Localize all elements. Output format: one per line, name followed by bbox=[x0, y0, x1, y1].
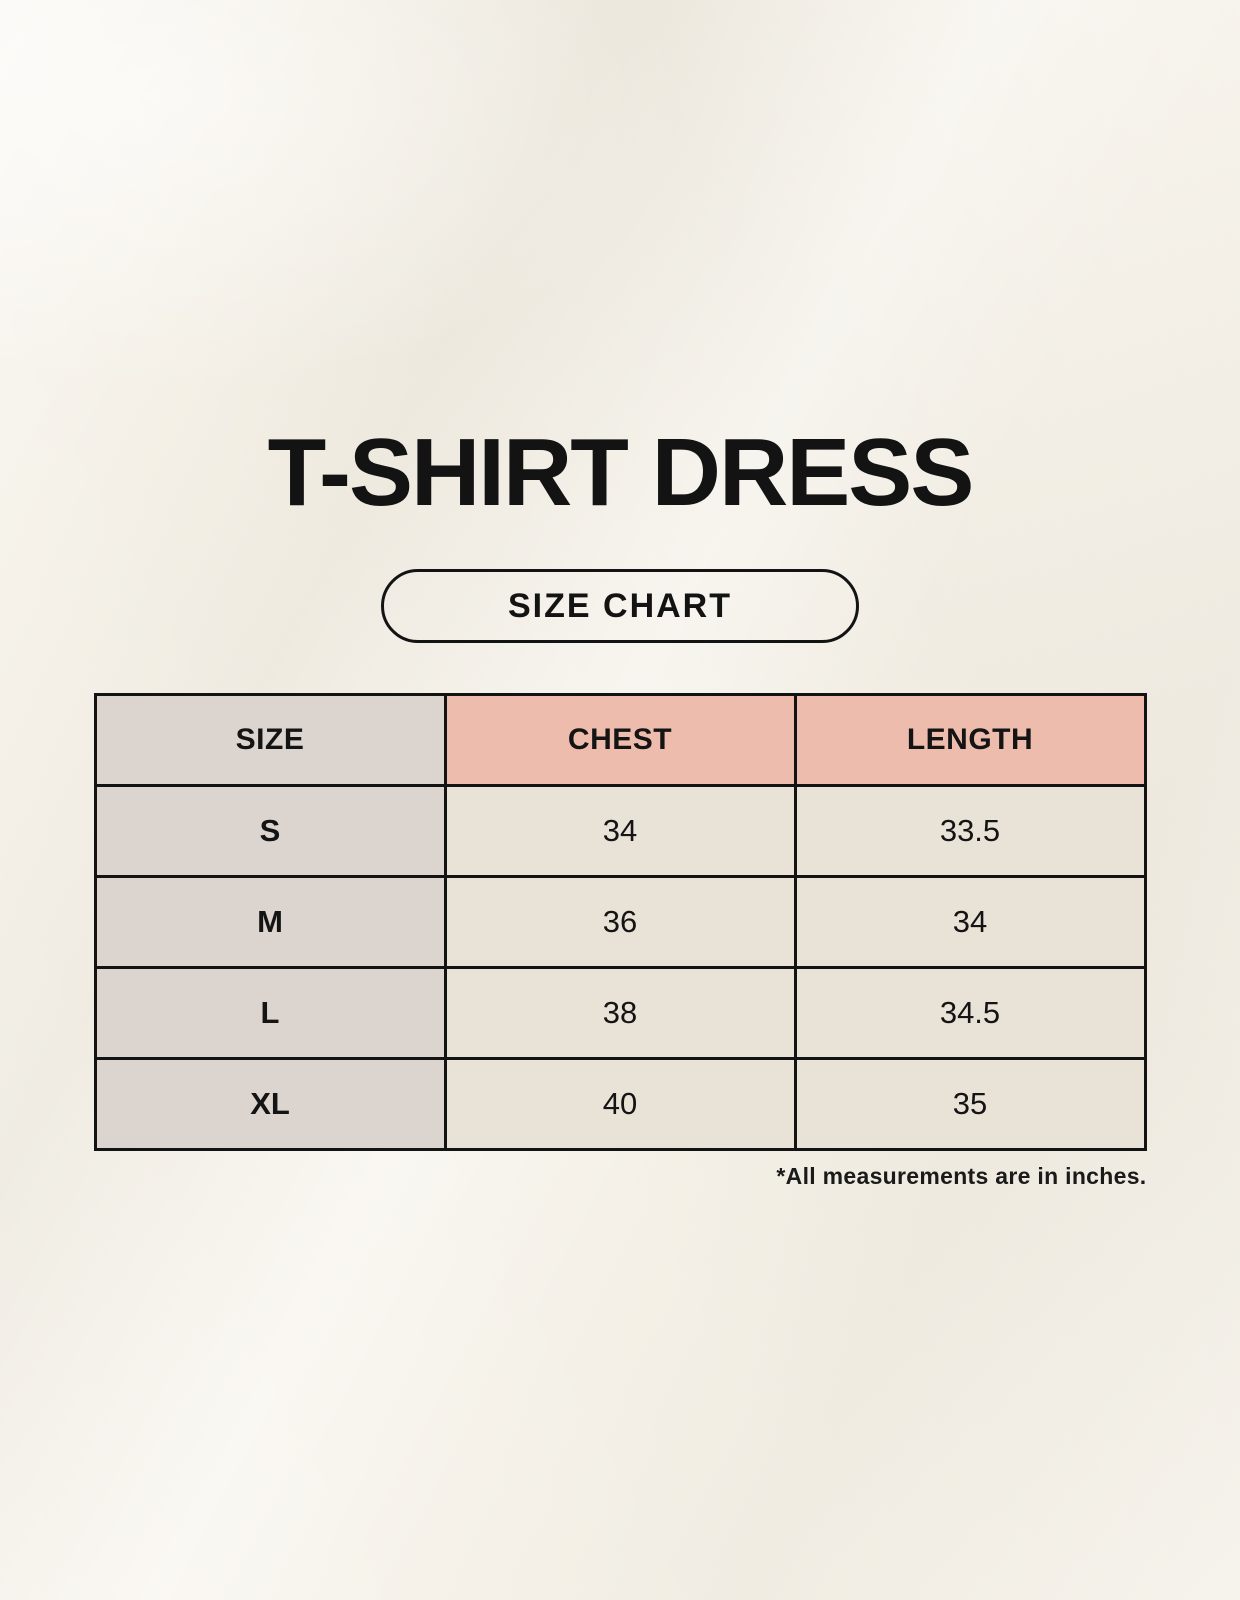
table-row-m: M 36 34 bbox=[93, 875, 1147, 969]
size-chart-badge: SIZE CHART bbox=[381, 569, 859, 643]
chest-cell: 38 bbox=[443, 966, 797, 1060]
size-chart-table: SIZE CHEST LENGTH S 34 33.5 M 36 34 L 38… bbox=[93, 693, 1147, 1151]
column-header-length: LENGTH bbox=[793, 693, 1147, 787]
size-cell: S bbox=[93, 784, 447, 878]
table-row-s: S 34 33.5 bbox=[93, 784, 1147, 878]
length-cell: 35 bbox=[793, 1057, 1147, 1151]
length-cell: 34 bbox=[793, 875, 1147, 969]
chest-cell: 34 bbox=[443, 784, 797, 878]
table-row-xl: XL 40 35 bbox=[93, 1057, 1147, 1151]
chest-cell: 36 bbox=[443, 875, 797, 969]
size-chart-badge-label: SIZE CHART bbox=[508, 586, 732, 625]
measurements-note: *All measurements are in inches. bbox=[776, 1163, 1147, 1189]
column-header-size: SIZE bbox=[93, 693, 447, 787]
column-header-chest: CHEST bbox=[443, 693, 797, 787]
size-cell: L bbox=[93, 966, 447, 1060]
table-header-row: SIZE CHEST LENGTH bbox=[93, 693, 1147, 787]
size-cell: M bbox=[93, 875, 447, 969]
size-cell: XL bbox=[93, 1057, 447, 1151]
table-row-l: L 38 34.5 bbox=[93, 966, 1147, 1060]
size-chart-page: T-SHIRT DRESS SIZE CHART SIZE CHEST LENG… bbox=[93, 0, 1147, 1190]
length-cell: 34.5 bbox=[793, 966, 1147, 1060]
page-title: T-SHIRT DRESS bbox=[267, 419, 975, 526]
length-cell: 33.5 bbox=[793, 784, 1147, 878]
chest-cell: 40 bbox=[443, 1057, 797, 1151]
